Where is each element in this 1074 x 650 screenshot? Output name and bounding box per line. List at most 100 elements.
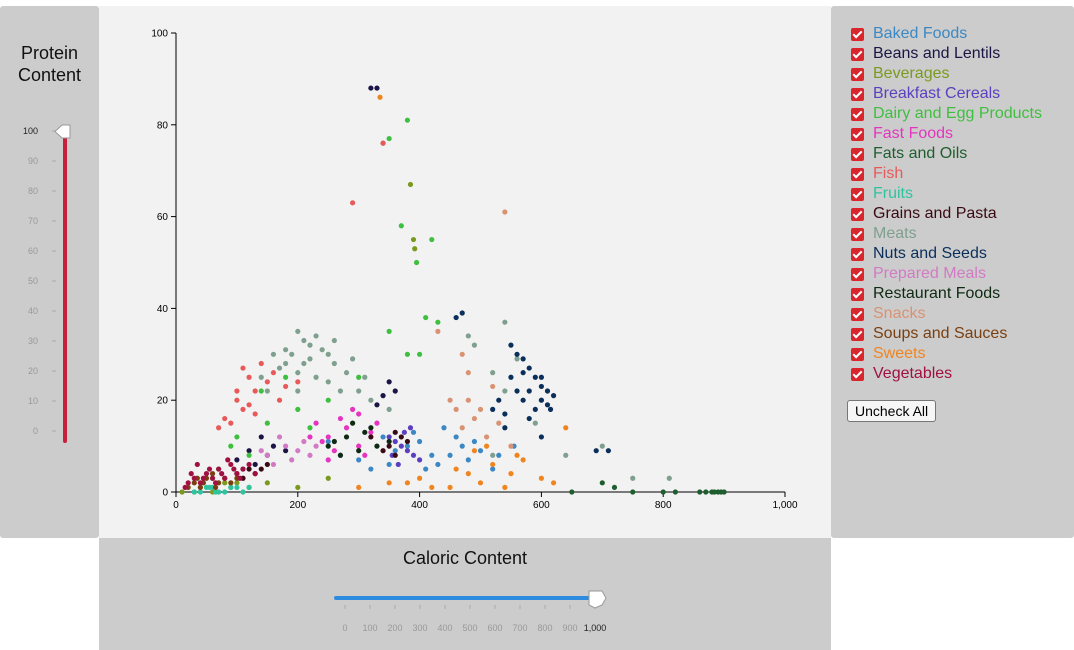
legend-label[interactable]: Baked Foods <box>873 25 968 42</box>
scatter-point <box>471 415 478 422</box>
uncheck-all-button[interactable]: Uncheck All <box>847 400 937 422</box>
scatter-point <box>490 383 496 390</box>
legend-label[interactable]: Breakfast Cereals <box>873 85 1001 102</box>
legend-item[interactable]: Dairy and Egg Products <box>851 104 1042 124</box>
legend-item[interactable]: Fast Foods <box>851 124 1042 144</box>
legend-label[interactable]: Meats <box>873 225 917 242</box>
scatter-point <box>325 434 331 440</box>
legend-checkbox[interactable] <box>851 207 864 221</box>
scatter-point <box>392 448 398 454</box>
scatter-point <box>283 383 289 390</box>
scatter-point <box>237 475 243 481</box>
legend-item[interactable]: Nuts and Seeds <box>851 244 1042 264</box>
scatter-point <box>234 388 240 394</box>
legend-checkbox[interactable] <box>851 27 864 41</box>
legend-item[interactable]: Breakfast Cereals <box>851 84 1042 104</box>
legend-label[interactable]: Fats and Oils <box>873 145 968 162</box>
legend-item[interactable]: Vegetables <box>851 364 1042 384</box>
legend-item[interactable]: Fish <box>851 164 1042 184</box>
legend-checkbox[interactable] <box>851 167 864 181</box>
legend-item[interactable]: Meats <box>851 224 1042 244</box>
legend-label[interactable]: Nuts and Seeds <box>873 245 987 262</box>
legend-label[interactable]: Beans and Lentils <box>873 45 1001 62</box>
legend-checkbox[interactable] <box>851 307 864 321</box>
scatter-point <box>429 236 435 243</box>
legend-checkbox[interactable] <box>851 67 864 81</box>
caloric-slider[interactable]: 0 100 200 300 400 500 600 700 800 900 1,000 <box>99 538 831 650</box>
legend-label[interactable]: Soups and Sauces <box>873 325 1008 342</box>
legend-checkbox[interactable] <box>851 47 864 61</box>
legend-item[interactable]: Restaurant Foods <box>851 284 1042 304</box>
legend-label[interactable]: Prepared Meals <box>873 265 986 282</box>
scatter-point <box>283 448 289 454</box>
scatter-point <box>520 397 526 403</box>
scatter-point <box>410 452 417 458</box>
scatter-point <box>550 480 557 486</box>
scatter-point <box>374 443 380 449</box>
legend-checkbox[interactable] <box>851 327 864 341</box>
scatter-point <box>459 425 465 431</box>
scatter-point <box>203 471 210 477</box>
legend-checkbox[interactable] <box>851 107 864 121</box>
legend-item[interactable]: Baked Foods <box>851 24 1042 44</box>
scatter-point <box>447 484 453 491</box>
protein-slider-handle[interactable] <box>54 124 71 139</box>
legend-checkbox[interactable] <box>851 347 864 361</box>
scatter-point <box>672 489 678 495</box>
legend-checkbox[interactable] <box>851 87 864 101</box>
legend-label[interactable]: Dairy and Egg Products <box>873 105 1042 122</box>
legend-item[interactable]: Fats and Oils <box>851 144 1042 164</box>
legend-checkbox[interactable] <box>851 227 864 241</box>
scatter-point <box>526 388 532 394</box>
legend-label[interactable]: Restaurant Foods <box>873 285 1001 302</box>
legend-item[interactable]: Grains and Pasta <box>851 204 1042 224</box>
legend-label[interactable]: Sweets <box>873 345 926 362</box>
scatter-point <box>599 480 605 486</box>
legend-checkbox[interactable] <box>851 127 864 141</box>
legend-item[interactable]: Sweets <box>851 344 1042 364</box>
legend-label[interactable]: Fruits <box>873 185 913 202</box>
legend-item[interactable]: Beverages <box>851 64 1042 84</box>
scatter-point <box>417 475 423 481</box>
scatter-point <box>398 434 404 440</box>
legend-label[interactable]: Grains and Pasta <box>873 205 997 222</box>
scatter-point <box>660 489 666 495</box>
scatter-point <box>209 471 216 477</box>
legend-checkbox[interactable] <box>851 367 864 381</box>
legend-label[interactable]: Fish <box>873 165 904 182</box>
scatter-point <box>435 461 441 468</box>
legend-label[interactable]: Snacks <box>873 305 926 322</box>
scatter-point <box>325 443 331 449</box>
legend-checkbox[interactable] <box>851 287 864 301</box>
legend-label[interactable]: Fast Foods <box>873 125 954 142</box>
protein-slider-tick-label: 30 <box>28 336 38 346</box>
scatter-point <box>374 85 380 91</box>
legend-checkbox[interactable] <box>851 267 864 281</box>
scatter-point <box>407 181 414 188</box>
scatter-point <box>313 443 319 449</box>
legend-item[interactable]: Fruits <box>851 184 1042 204</box>
legend-checkbox[interactable] <box>851 147 864 161</box>
legend-checkbox[interactable] <box>851 247 864 261</box>
legend-item[interactable]: Soups and Sauces <box>851 324 1042 344</box>
legend-label[interactable]: Vegetables <box>873 365 953 382</box>
legend-item[interactable]: Snacks <box>851 304 1042 324</box>
scatter-point <box>240 489 246 495</box>
scatter-point <box>234 457 240 463</box>
scatter-point <box>502 484 508 491</box>
caloric-slider-handle[interactable] <box>588 590 607 609</box>
scatter-point <box>343 434 350 440</box>
scatter-point <box>295 379 301 385</box>
legend-item[interactable]: Beans and Lentils <box>851 44 1042 64</box>
scatter-point <box>258 374 264 380</box>
legend-item[interactable]: Prepared Meals <box>851 264 1042 284</box>
legend-label[interactable]: Beverages <box>873 65 950 82</box>
caloric-slider-tick-label: 100 <box>362 623 377 633</box>
legend-checkbox[interactable] <box>851 187 864 201</box>
scatter-point <box>368 434 374 440</box>
scatter-point <box>520 370 526 376</box>
scatter-point <box>258 448 264 454</box>
scatter-point <box>356 374 362 380</box>
scatter-point <box>435 319 441 325</box>
